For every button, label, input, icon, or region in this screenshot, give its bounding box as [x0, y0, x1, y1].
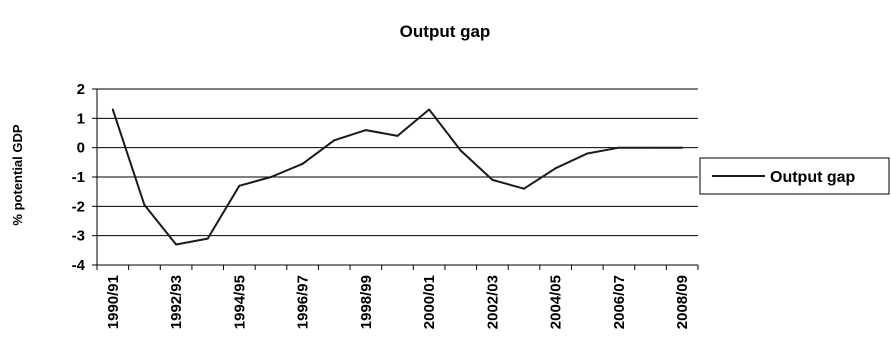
y-tick-label-3: -1	[72, 169, 85, 186]
data-point-0-15	[586, 152, 589, 155]
data-point-0-12	[491, 178, 494, 181]
legend-label-output-gap: Output gap	[770, 169, 856, 186]
y-tick-label-5: -3	[72, 228, 85, 245]
x-tick-label-7: 2004/05	[548, 275, 565, 329]
x-tick-label-8: 2006/07	[611, 275, 628, 329]
data-point-0-3	[206, 237, 209, 240]
data-point-0-4	[238, 184, 241, 187]
data-point-0-9	[396, 134, 399, 137]
x-tick-label-4: 1998/99	[358, 275, 375, 329]
data-point-0-1	[143, 203, 146, 206]
y-tick-label-0: 2	[77, 81, 85, 98]
y-tick-label-2: 0	[77, 140, 85, 157]
y-tick-label-4: -2	[72, 198, 85, 215]
y-axis-title: % potential GDP	[10, 124, 25, 225]
data-point-0-17	[649, 146, 652, 149]
data-point-0-18	[681, 146, 684, 149]
y-tick-label-6: -4	[72, 257, 86, 274]
x-tick-label-3: 1996/97	[295, 275, 312, 329]
x-tick-label-2: 1994/95	[231, 275, 248, 329]
x-tick-label-9: 2008/09	[674, 275, 691, 329]
data-point-0-2	[175, 243, 178, 246]
x-tick-label-1: 1992/93	[168, 275, 185, 329]
data-point-0-0	[111, 108, 114, 111]
legend: Output gap	[699, 157, 890, 195]
data-point-0-6	[301, 162, 304, 165]
x-tick-label-6: 2002/03	[484, 275, 501, 329]
gridlines	[97, 88, 698, 266]
data-point-0-14	[554, 167, 557, 170]
data-point-0-13	[523, 187, 526, 190]
x-tick-labels: 1990/91 1992/93 1994/95 1996/97 1998/99 2000/…	[105, 275, 691, 329]
x-tick-label-0: 1990/91	[105, 275, 122, 329]
x-tick-label-5: 2000/01	[421, 275, 438, 329]
data-point-0-5	[269, 176, 272, 178]
axes	[92, 88, 699, 270]
data-point-0-8	[364, 129, 367, 132]
chart-title: Output gap	[400, 22, 491, 41]
y-tick-label-1: 1	[77, 110, 85, 127]
data-point-0-10	[428, 108, 431, 111]
data-point-0-7	[333, 139, 336, 142]
data-point-0-16	[617, 146, 620, 149]
y-tick-labels: 2 1 0 -1 -2 -3 -4	[72, 81, 86, 274]
series-lines	[111, 108, 684, 246]
data-point-0-11	[459, 149, 462, 152]
